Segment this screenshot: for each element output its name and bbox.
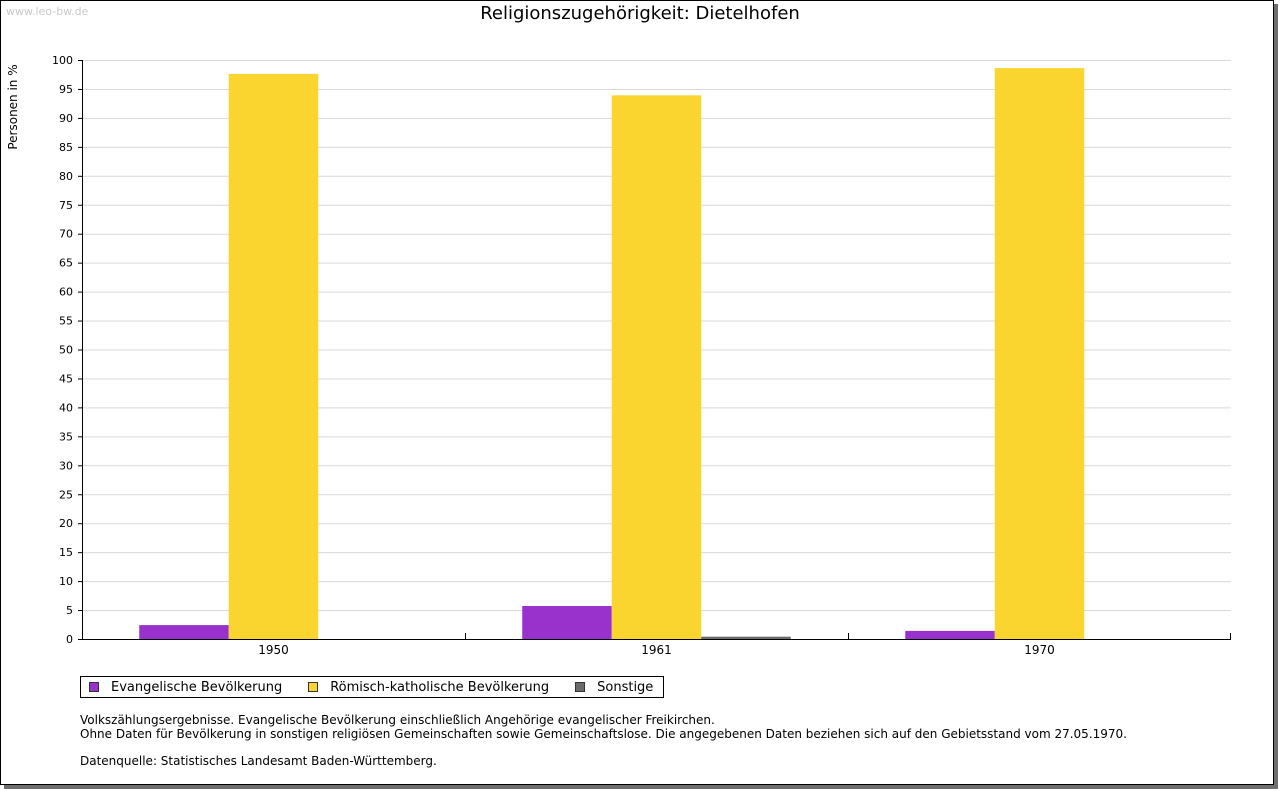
legend-label: Römisch-katholische Bevölkerung [330,679,550,695]
note-line: Volkszählungsergebnisse. Evangelische Be… [80,713,715,727]
x-tick-label: 1970 [1024,643,1055,657]
x-tick-label: 1950 [258,643,289,657]
y-tick-label: 90 [59,112,73,125]
y-tick-label: 20 [59,517,73,530]
y-tick-label: 25 [59,488,73,501]
y-tick-label: 65 [59,257,73,270]
legend-label: Sonstige [597,679,654,695]
y-tick-label: 0 [66,633,73,646]
y-tick-label: 5 [66,604,73,617]
bar [611,95,702,640]
y-tick-label: 70 [59,228,73,241]
bar [905,630,995,639]
legend-item-katholisch: Römisch-katholische Bevölkerung [308,680,549,695]
y-tick-label: 45 [59,372,73,385]
y-tick-label: 55 [59,315,73,328]
y-tick-label: 15 [59,546,73,559]
bar [228,73,319,639]
watermark: www.leo-bw.de [6,5,89,18]
bar [522,605,612,639]
legend-item-evangelisch: Evangelische Bevölkerung [89,680,282,695]
note-line: Ohne Daten für Bevölkerung in sonstigen … [80,727,1127,741]
bar [994,68,1085,639]
y-tick-label: 80 [59,170,73,183]
chart-notes: Volkszählungsergebnisse. Evangelische Be… [80,713,1127,768]
legend: Evangelische Bevölkerung Römisch-katholi… [80,676,665,698]
legend-swatch [308,682,319,692]
y-tick-label: 50 [59,344,73,357]
legend-swatch [575,682,586,692]
data-source: Datenquelle: Statistisches Landesamt Bad… [80,754,437,768]
bar [701,636,791,639]
chart-title: Religionszugehörigkeit: Dietelhofen [480,3,800,24]
x-tick-label: 1961 [641,643,672,657]
y-tick-label: 30 [59,459,73,472]
legend-swatch [89,682,99,692]
y-tick-label: 35 [59,430,73,443]
y-tick-label: 85 [59,141,73,154]
y-tick-label: 60 [59,286,73,299]
legend-label: Evangelische Bevölkerung [111,679,283,695]
y-tick-label: 40 [59,401,73,414]
y-tick-label: 75 [59,199,73,212]
legend-item-sonstige: Sonstige [575,680,653,695]
y-tick-label: 100 [52,54,73,67]
y-tick-label: 10 [59,575,73,588]
y-tick-label: 95 [59,83,73,96]
bar [139,625,229,639]
